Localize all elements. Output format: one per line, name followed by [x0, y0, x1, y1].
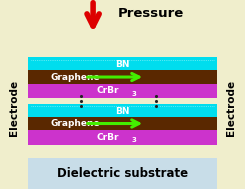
Text: Graphene: Graphene	[51, 119, 100, 128]
Text: CrBr: CrBr	[96, 133, 119, 142]
Bar	[28, 104, 217, 117]
Bar	[28, 70, 217, 84]
Bar	[28, 158, 217, 189]
Text: Dielectric substrate: Dielectric substrate	[57, 167, 188, 180]
Bar	[28, 57, 217, 70]
Text: BN: BN	[115, 60, 130, 69]
Bar	[217, 57, 245, 158]
Text: Graphene: Graphene	[51, 73, 100, 81]
Text: 3: 3	[131, 91, 136, 97]
Text: 3: 3	[131, 137, 136, 143]
Text: Electrode: Electrode	[226, 80, 236, 136]
Text: Electrode: Electrode	[9, 80, 19, 136]
Text: Pressure: Pressure	[118, 7, 184, 20]
Text: BN: BN	[115, 107, 130, 115]
Bar	[28, 84, 217, 98]
Bar	[28, 130, 217, 145]
Bar	[28, 117, 217, 130]
Bar	[0, 57, 28, 158]
Text: CrBr: CrBr	[96, 87, 119, 95]
